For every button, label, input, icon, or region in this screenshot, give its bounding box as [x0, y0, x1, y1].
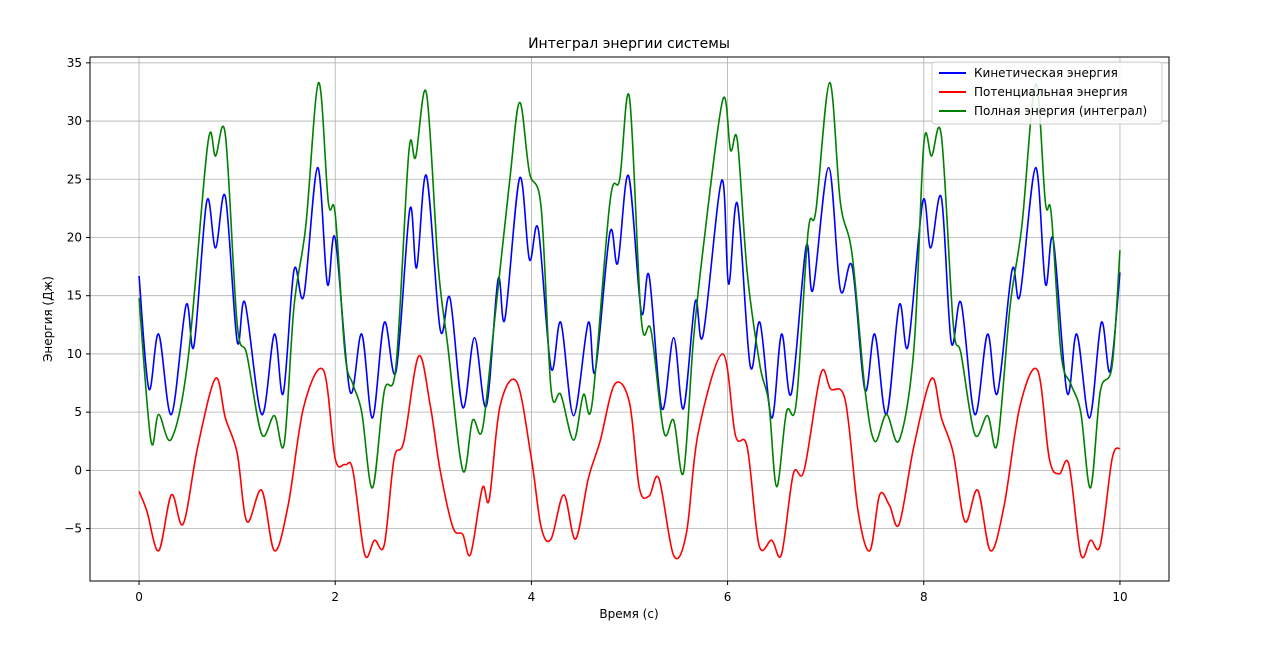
series-line-potential: [138, 353, 1121, 560]
x-tick-label: 10: [1112, 590, 1127, 604]
y-ticks: −5 0 5 10 15 20 25 30 35: [64, 56, 90, 536]
x-tick-label: 8: [920, 590, 928, 604]
legend: Кинетическая энергия Потенциальная энерг…: [931, 61, 1163, 125]
legend-label-total: Полная энергия (интеграл): [974, 104, 1147, 118]
legend-label-kinetic: Кинетическая энергия: [974, 66, 1118, 80]
chart-title: Интеграл энергии системы: [528, 36, 730, 52]
x-axis-label: Время (с): [599, 607, 658, 621]
y-tick-label: 30: [67, 114, 82, 128]
x-tick-label: 2: [331, 590, 339, 604]
grid: [90, 57, 1169, 581]
legend-box: [931, 61, 1163, 125]
plot-lines: [138, 81, 1121, 560]
y-axis-label: Энергия (Дж): [41, 276, 55, 362]
y-tick-label: 35: [67, 56, 82, 70]
series-line-total: [138, 81, 1121, 489]
x-tick-label: 0: [135, 590, 143, 604]
x-tick-label: 4: [528, 590, 536, 604]
y-tick-label: −5: [64, 522, 82, 536]
y-tick-label: 5: [74, 405, 82, 419]
x-ticks: 0 2 4 6 8 10: [135, 581, 1128, 604]
plot-frame: [89, 56, 1170, 582]
y-tick-label: 15: [67, 289, 82, 303]
y-tick-label: 10: [67, 347, 82, 361]
series-line-kinetic: [138, 166, 1121, 419]
y-tick-label: 0: [74, 463, 82, 477]
y-tick-label: 25: [67, 172, 82, 186]
y-tick-label: 20: [67, 230, 82, 244]
legend-label-potential: Потенциальная энергия: [974, 85, 1128, 99]
x-tick-label: 6: [724, 590, 732, 604]
